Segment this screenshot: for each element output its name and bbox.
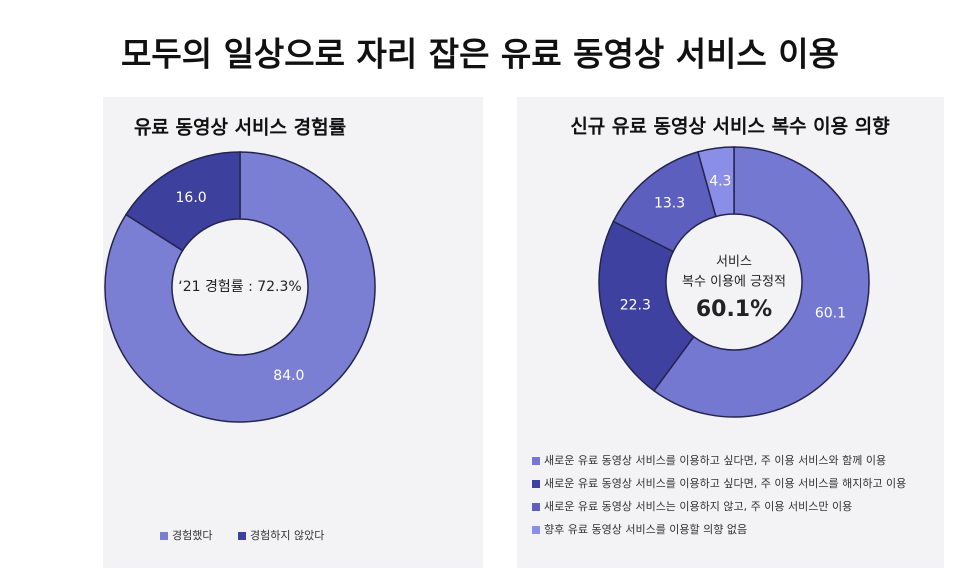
value-label: 16.0 (176, 190, 207, 206)
value-label: 4.3 (709, 173, 731, 189)
legend-label: 새로운 유료 동영상 서비스를 이용하고 싶다면, 주 이용 서비스와 함께 이… (544, 453, 886, 467)
legend-swatch (532, 480, 540, 488)
chart-title: 신규 유료 동영상 서비스 복수 이용 의향 (570, 116, 890, 138)
legend-label: 경험했다 (172, 529, 212, 542)
legend-swatch (532, 503, 540, 511)
legend-label: 새로운 유료 동영상 서비스는 이용하지 않고, 주 이용 서비스만 이용 (544, 499, 852, 513)
legend-swatch (160, 532, 168, 540)
legend-swatch (532, 457, 540, 465)
legend-label: 새로운 유료 동영상 서비스를 이용하고 싶다면, 주 이용 서비스를 해지하고… (544, 476, 906, 490)
center-label: 서비스 (716, 255, 752, 270)
chart-title: 유료 동영상 서비스 경험률 (134, 117, 346, 139)
donut-slice (598, 220, 695, 392)
center-label: ‘21 경험률 : 72.3% (178, 279, 301, 295)
legend-label: 경험하지 않았다 (250, 528, 324, 542)
center-label: 60.1% (696, 297, 772, 322)
donut-slice (697, 146, 735, 218)
value-label: 13.3 (654, 196, 685, 212)
legend-swatch (532, 526, 540, 534)
value-label: 84.0 (273, 368, 304, 384)
donut-slice (652, 146, 870, 418)
legend-label: 향후 유료 동영상 서비스를 이용할 의향 없음 (544, 523, 747, 536)
value-label: 22.3 (620, 298, 651, 314)
main-title: 모두의 일상으로 자리 잡은 유료 동영상 서비스 이용 (121, 35, 839, 74)
donut-slice (124, 151, 241, 252)
legend-swatch (238, 532, 246, 540)
center-label: 복수 이용에 긍정적 (682, 275, 786, 290)
value-label: 60.1 (815, 306, 846, 322)
donut-slice (104, 151, 376, 423)
